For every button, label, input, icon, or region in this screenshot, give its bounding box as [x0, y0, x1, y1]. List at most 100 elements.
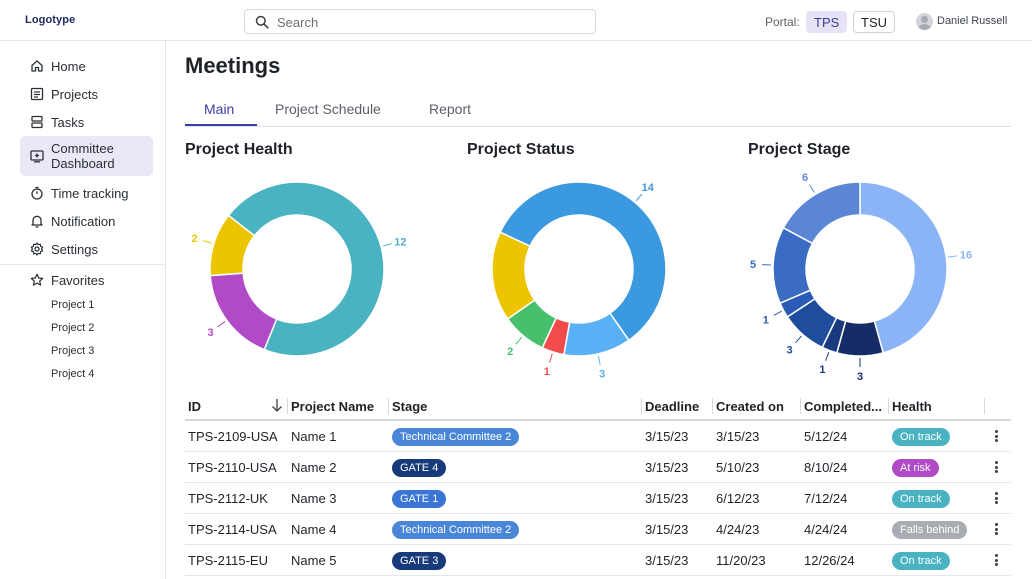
slice-leader-line	[773, 310, 782, 316]
portal-tsu-button[interactable]: TSU	[853, 11, 895, 33]
slice-leader-line	[382, 243, 392, 247]
active-tab-indicator	[185, 124, 257, 126]
table-row[interactable]: TPS-2109-USA Name 1 Technical Committee …	[185, 421, 1011, 452]
user-name[interactable]: Daniel Russell	[937, 15, 1008, 27]
slice-value-label: 3	[208, 327, 214, 339]
column-divider[interactable]	[287, 398, 288, 414]
donut-slice[interactable]	[491, 231, 536, 320]
column-header-id[interactable]: ID	[188, 399, 201, 414]
tab-report[interactable]: Report	[429, 101, 472, 117]
cell-created-on: 11/20/23	[716, 553, 766, 568]
cell-completed: 5/12/24	[804, 429, 848, 444]
stage-badge: GATE 3	[392, 552, 447, 570]
cell-completed: 8/10/24	[804, 460, 848, 475]
tasks-icon	[31, 115, 43, 129]
column-divider[interactable]	[888, 398, 889, 414]
donut-slice[interactable]	[499, 181, 667, 342]
sidebar-item-notification[interactable]: Notification	[20, 207, 153, 235]
cell-project-name[interactable]: Name 1	[291, 429, 337, 444]
tab-project-schedule[interactable]: Project Schedule	[275, 101, 381, 117]
search-input[interactable]: Search	[244, 9, 596, 34]
slice-value-label: 3	[857, 371, 863, 383]
sidebar-item-label: Committee Dashboard	[51, 141, 115, 171]
health-badge: At risk	[892, 459, 939, 477]
top-header: Logotype Search Portal: TPS TSU Daniel R…	[0, 0, 1032, 41]
logo[interactable]: Logotype	[25, 14, 76, 26]
portal-label: Portal:	[765, 15, 800, 29]
slice-value-label: 3	[599, 368, 605, 380]
column-divider[interactable]	[800, 398, 801, 414]
sidebar-item-projects[interactable]: Projects	[20, 80, 153, 108]
donut-slice[interactable]	[782, 181, 861, 245]
cell-project-name[interactable]: Name 2	[291, 460, 337, 475]
chart-title-project-stage: Project Stage	[748, 141, 851, 158]
projects-icon	[30, 87, 44, 101]
sort-arrow-down-icon[interactable]	[271, 398, 283, 413]
portal-tps-button[interactable]: TPS	[806, 11, 848, 33]
row-more-icon[interactable]	[994, 461, 1000, 475]
cell-project-name[interactable]: Name 5	[291, 553, 337, 568]
tab-main[interactable]: Main	[204, 101, 235, 117]
sidebar-item-favorites[interactable]: Favorites	[20, 266, 153, 294]
stage-badge: Technical Committee 2	[392, 428, 520, 446]
cell-project-name[interactable]: Name 4	[291, 522, 337, 537]
column-divider[interactable]	[984, 398, 985, 414]
sidebar-item-tasks[interactable]: Tasks	[20, 108, 153, 136]
cell-project-name[interactable]: Name 3	[291, 491, 337, 506]
table-row[interactable]: TPS-2112-UK Name 3 GATE 1 3/15/23 6/12/2…	[185, 483, 1011, 514]
cell-completed: 7/12/24	[804, 491, 848, 506]
column-header-deadline[interactable]: Deadline	[645, 399, 700, 414]
column-divider[interactable]	[641, 398, 642, 414]
row-more-icon[interactable]	[994, 430, 1000, 444]
gear-icon	[30, 242, 44, 256]
health-badge: Falls behind	[892, 521, 968, 539]
sidebar-item-home[interactable]: Home	[20, 52, 153, 80]
donut-slice[interactable]	[209, 272, 278, 351]
slice-value-label: 16	[960, 250, 972, 262]
table-row[interactable]: TPS-2115-EU Name 5 GATE 3 3/15/23 11/20/…	[185, 545, 1011, 576]
donut-slice[interactable]	[209, 214, 256, 277]
favorite-project-4[interactable]: Project 4	[51, 368, 95, 380]
row-more-icon[interactable]	[994, 492, 1000, 506]
slice-value-label: 2	[192, 233, 198, 245]
cell-created-on: 6/12/23	[716, 491, 760, 506]
tab-bar: Main Project Schedule Report	[185, 96, 1011, 127]
table-row[interactable]: TPS-2110-USA Name 2 GATE 4 3/15/23 5/10/…	[185, 452, 1011, 483]
favorite-project-2[interactable]: Project 2	[51, 322, 95, 334]
cell-deadline: 3/15/23	[645, 553, 689, 568]
star-icon	[30, 273, 44, 286]
slice-leader-line	[203, 240, 212, 244]
column-header-created-on[interactable]: Created on	[716, 399, 784, 414]
slice-value-label: 6	[802, 172, 808, 184]
sidebar: Home Projects Tasks Committee Dashboard …	[0, 41, 166, 579]
table-row[interactable]: TPS-2114-USA Name 4 Technical Committee …	[185, 514, 1011, 545]
favorite-project-1[interactable]: Project 1	[51, 299, 95, 311]
chart-title-project-status: Project Status	[467, 141, 575, 158]
sidebar-item-time-tracking[interactable]: Time tracking	[20, 179, 153, 207]
column-header-completed[interactable]: Completed...	[804, 399, 883, 414]
donut-slice[interactable]	[227, 181, 385, 357]
cell-completed: 4/24/24	[804, 522, 848, 537]
sidebar-item-settings[interactable]: Settings	[20, 235, 153, 263]
sidebar-item-label: Home	[51, 59, 86, 74]
sidebar-item-committee-dashboard[interactable]: Committee Dashboard	[20, 136, 153, 176]
avatar[interactable]	[916, 13, 933, 30]
cell-id: TPS-2110-USA	[188, 460, 277, 475]
slice-leader-line	[217, 321, 226, 328]
page-title: Meetings	[185, 53, 281, 78]
slice-leader-line	[549, 353, 553, 363]
health-badge: On track	[892, 552, 950, 570]
sidebar-item-label: Time tracking	[51, 186, 129, 201]
column-header-project-name[interactable]: Project Name	[291, 399, 375, 414]
column-divider[interactable]	[712, 398, 713, 414]
column-divider[interactable]	[388, 398, 389, 414]
favorite-project-3[interactable]: Project 3	[51, 345, 95, 357]
row-more-icon[interactable]	[994, 554, 1000, 568]
row-more-icon[interactable]	[994, 523, 1000, 537]
column-header-stage[interactable]: Stage	[392, 399, 428, 414]
slice-value-label: 1	[819, 364, 825, 376]
donut-slice[interactable]	[859, 181, 948, 354]
sidebar-divider	[0, 264, 165, 265]
stage-badge: GATE 1	[392, 490, 447, 508]
column-header-health[interactable]: Health	[892, 399, 932, 414]
